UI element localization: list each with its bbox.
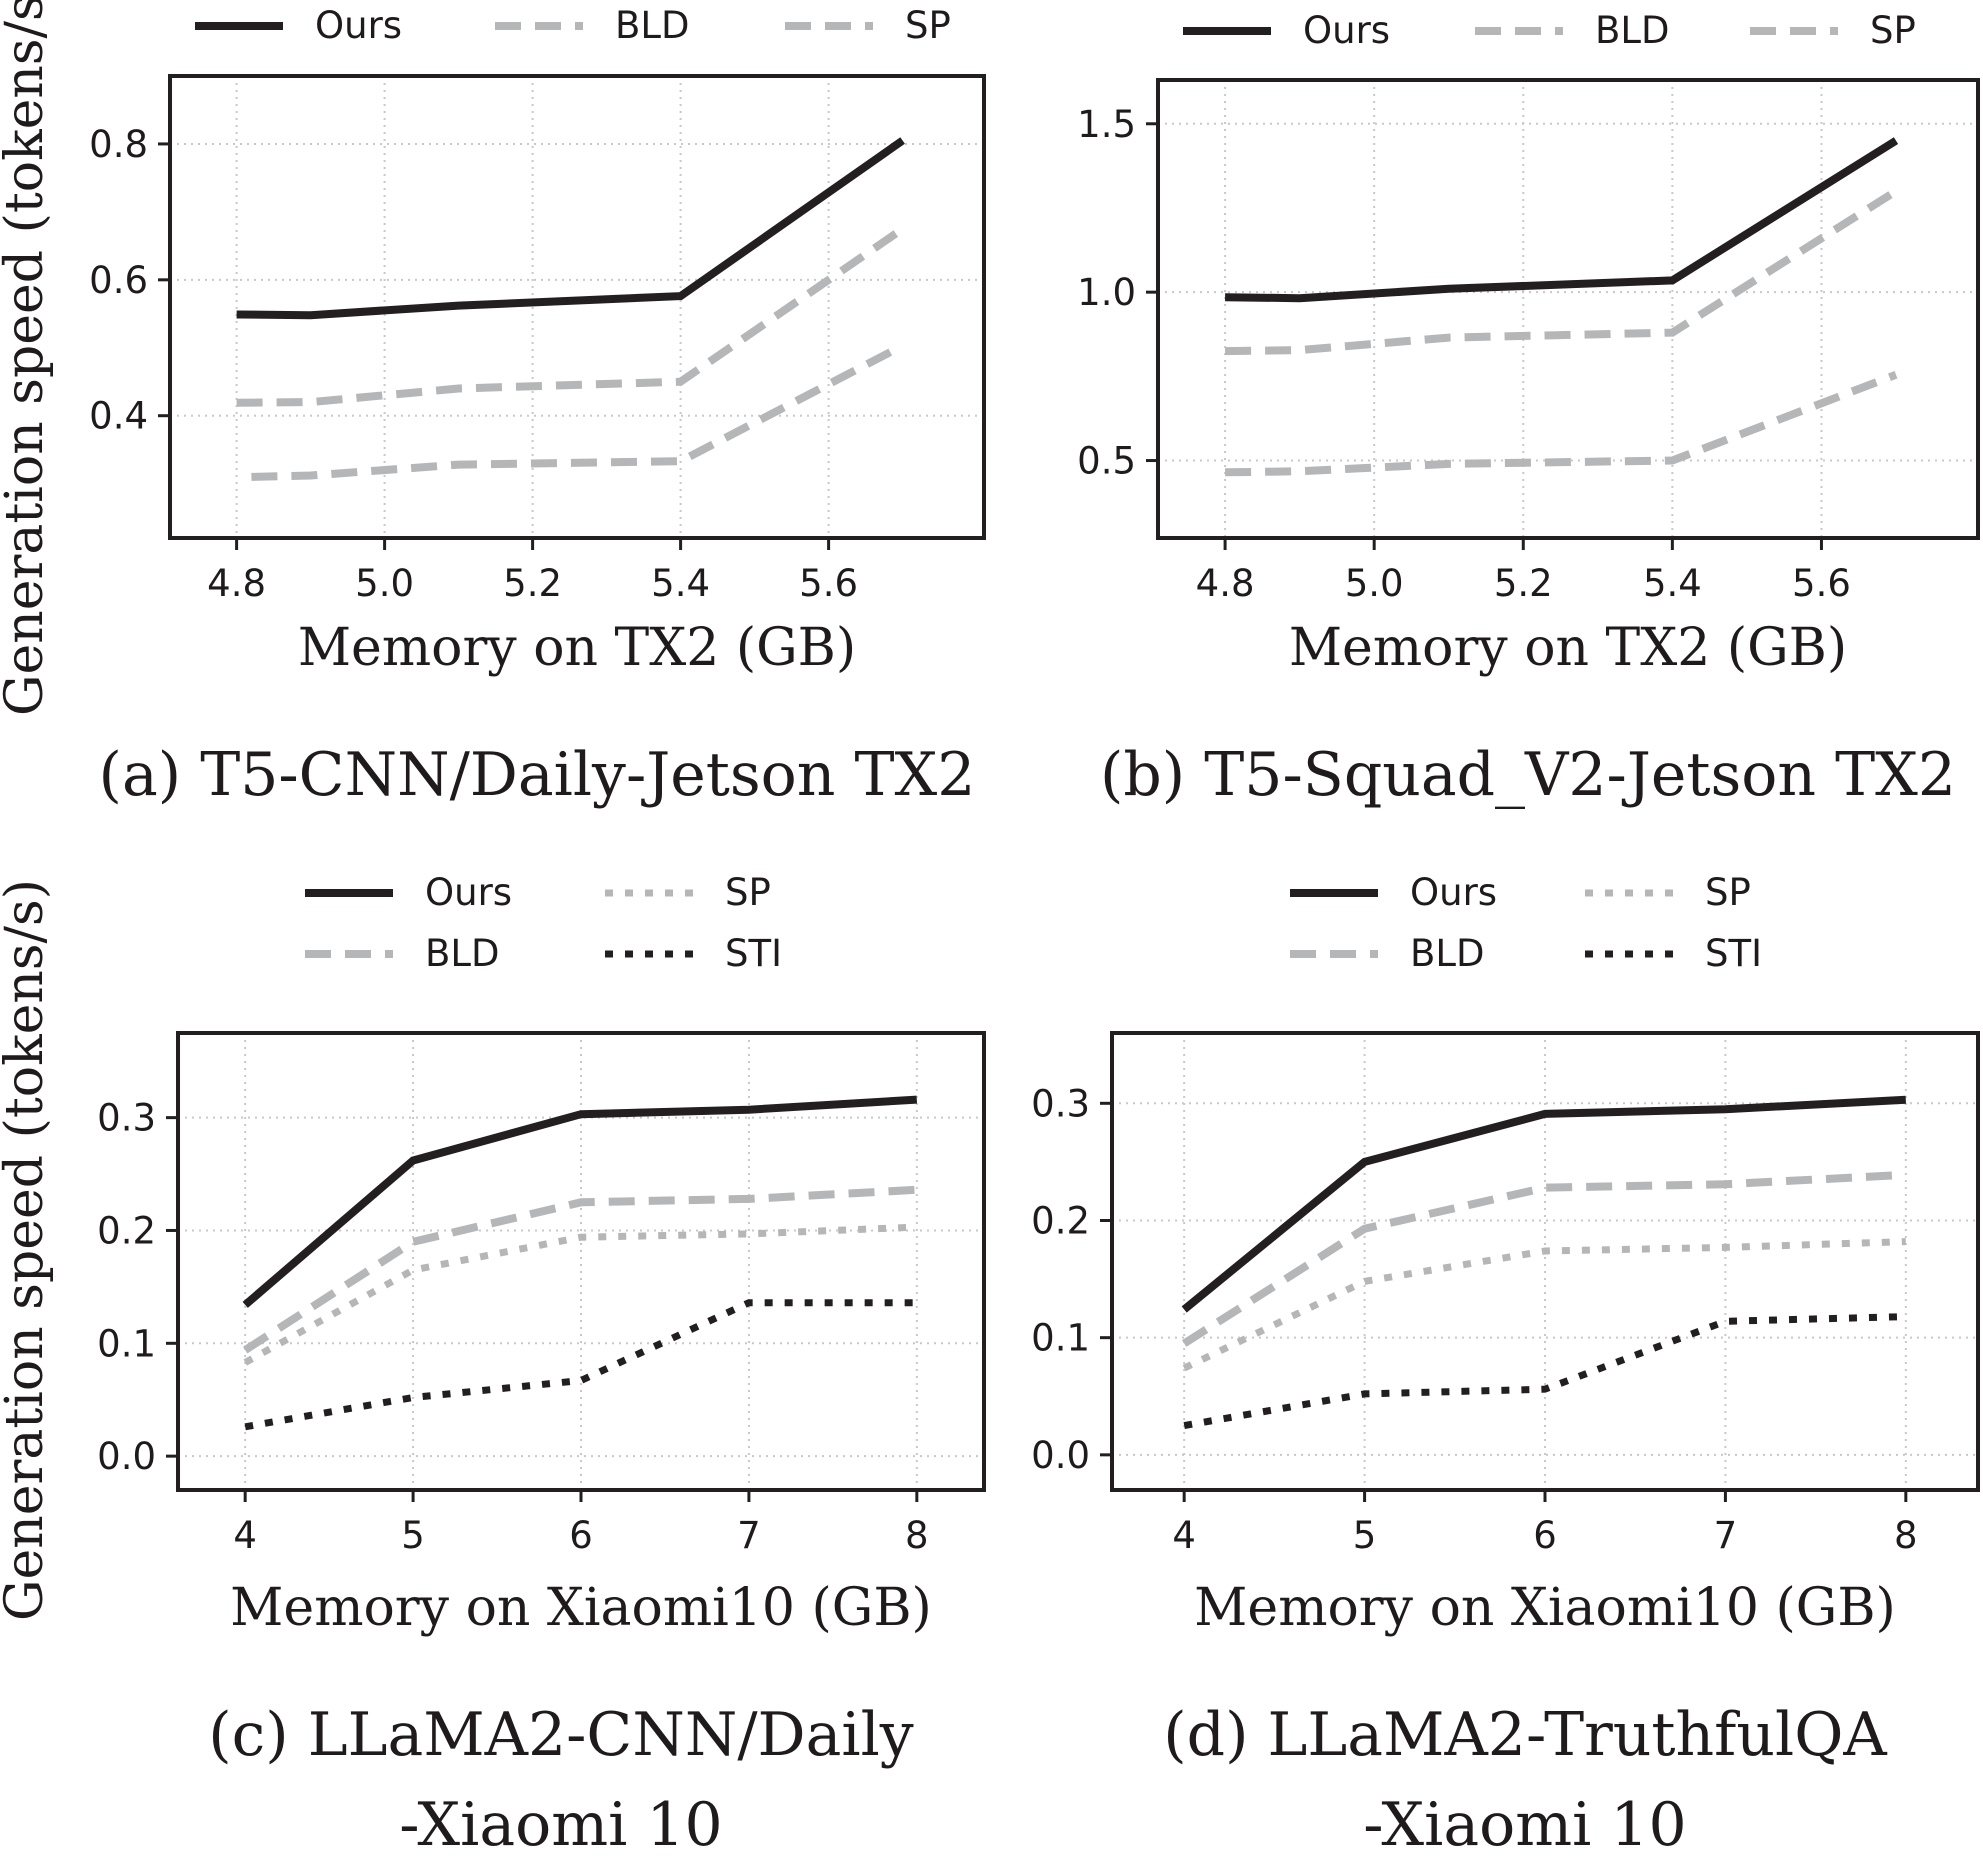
legend-label-sti: STI [1705, 932, 1762, 975]
x-axis-title: Memory on TX2 (GB) [1289, 618, 1847, 678]
y-tick-label: 0.2 [97, 1209, 156, 1252]
chart-panel-d: 4 5 6 7 8 0.0 0.1 0.2 0.3 Memory on Xiaomi10 (GB)… [1031, 871, 1980, 1860]
legend-label-ours: Ours [425, 871, 512, 914]
series-line-sti [1183, 1313, 1906, 1430]
series-line-bld [1182, 1170, 1907, 1347]
y-tick-label: 0.6 [89, 259, 148, 302]
y-tick-label: 0.3 [1031, 1082, 1090, 1125]
y-tick-label: 0.1 [97, 1322, 156, 1365]
series-line-sp [1225, 370, 1898, 477]
legend: Ours BLD SP STI [305, 871, 782, 975]
legend-label-bld: BLD [615, 4, 690, 47]
legend-label-sp: SP [1870, 9, 1916, 52]
x-tick-label: 4 [233, 1514, 257, 1557]
x-tick-label: 7 [1714, 1514, 1738, 1557]
x-tick-label: 6 [1533, 1514, 1557, 1557]
subfigure-caption: (b) T5-Squad_V2-Jetson TX2 [1100, 740, 1956, 810]
series-line-sp [243, 1223, 917, 1366]
y-tick-label: 1.5 [1077, 103, 1136, 146]
series-group [236, 137, 905, 481]
x-tick-label: 5 [401, 1514, 425, 1557]
subfigure-caption: -Xiaomi 10 [399, 1790, 722, 1860]
series-line-bld [1225, 187, 1899, 356]
y-tick-label: 0.0 [1031, 1434, 1090, 1477]
legend: Ours BLD SP STI [1290, 871, 1762, 975]
axes-frame [1156, 78, 1980, 540]
series-line-bld [243, 1185, 918, 1354]
x-axis-title: Memory on Xiaomi10 (GB) [1194, 1578, 1896, 1638]
legend-label-bld: BLD [425, 932, 500, 975]
subfigure-caption: (a) T5-CNN/Daily-Jetson TX2 [99, 740, 976, 810]
subfigure-caption: -Xiaomi 10 [1363, 1790, 1686, 1860]
series-line-sp [251, 342, 905, 481]
legend-label-ours: Ours [1410, 871, 1497, 914]
y-tick-label: 0.2 [1031, 1199, 1090, 1242]
x-tick-label: 5.4 [1643, 562, 1702, 605]
x-tick-label: 5 [1353, 1514, 1377, 1557]
x-tick-label: 5.6 [1792, 562, 1851, 605]
x-tick-label: 5.2 [1494, 562, 1553, 605]
x-tick-label: 5.0 [1345, 562, 1404, 605]
x-tick-label: 7 [737, 1514, 761, 1557]
subfigure-caption: (d) LLaMA2-TruthfulQA [1163, 1700, 1887, 1770]
legend-label-sti: STI [725, 932, 782, 975]
y-tick-label: 1.0 [1077, 271, 1136, 314]
series-line-bld [236, 225, 905, 407]
series-group [1181, 1095, 1907, 1430]
x-tick-label: 5.0 [355, 562, 414, 605]
legend-label-sp: SP [725, 871, 771, 914]
series-line-sp [1182, 1238, 1906, 1372]
x-tick-label: 4 [1172, 1514, 1196, 1557]
series-group [1225, 137, 1899, 477]
y-tick-label: 0.8 [89, 123, 148, 166]
series-line-ours [236, 137, 905, 320]
series-line-ours [1181, 1095, 1907, 1313]
x-axis-title: Memory on TX2 (GB) [298, 618, 856, 678]
x-axis-title: Memory on Xiaomi10 (GB) [230, 1578, 932, 1638]
subfigure-caption: (c) LLaMA2-CNN/Daily [208, 1700, 914, 1770]
y-axis-title: Generation speed (tokens/s) [0, 0, 55, 716]
legend-label-sp: SP [1705, 871, 1751, 914]
legend-label-bld: BLD [1410, 932, 1485, 975]
legend-label-ours: Ours [1303, 9, 1390, 52]
chart-panel-b: 4.8 5.0 5.2 5.4 5.6 0.5 1.0 1.5 Memory on TX2 (G… [1077, 9, 1980, 810]
y-axis-title: Generation speed (tokens/s) [0, 879, 55, 1621]
x-tick-label: 4.8 [207, 562, 266, 605]
x-tick-label: 8 [1894, 1514, 1918, 1557]
x-tick-label: 5.6 [799, 562, 858, 605]
chart-panel-a: 4.8 5.0 5.2 5.4 5.6 0.4 0.6 0.8 Memory on TX2 (G… [0, 0, 986, 810]
grid-lines [178, 1033, 984, 1490]
x-tick-label: 5.2 [503, 562, 562, 605]
legend-label-sp: SP [905, 4, 951, 47]
y-tick-label: 0.3 [97, 1097, 156, 1140]
legend-label-ours: Ours [315, 4, 402, 47]
legend: Ours BLD SP [1183, 9, 1916, 52]
x-tick-label: 5.4 [651, 562, 710, 605]
legend-label-bld: BLD [1595, 9, 1670, 52]
grid-lines [170, 76, 984, 538]
series-group [242, 1095, 918, 1431]
axes-frame [168, 74, 986, 540]
series-line-sti [244, 1299, 917, 1431]
x-tick-label: 6 [569, 1514, 593, 1557]
legend: Ours BLD SP [195, 4, 951, 47]
series-line-ours [1225, 137, 1899, 303]
series-line-ours [242, 1095, 918, 1308]
x-tick-label: 4.8 [1196, 562, 1255, 605]
x-tick-label: 8 [905, 1514, 929, 1557]
y-tick-label: 0.0 [97, 1435, 156, 1478]
y-tick-label: 0.4 [89, 395, 148, 438]
chart-panel-c: 4 5 6 7 8 0.0 0.1 0.2 0.3 Memory on Xiaomi10 (GB)… [0, 871, 986, 1860]
y-tick-label: 0.5 [1077, 440, 1136, 483]
y-tick-label: 0.1 [1031, 1317, 1090, 1360]
